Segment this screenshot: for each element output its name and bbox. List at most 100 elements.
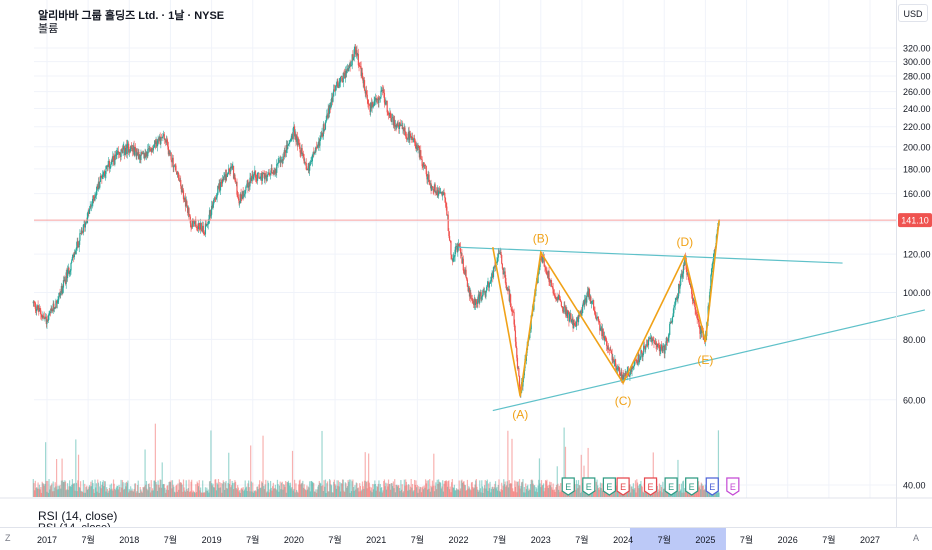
volume-bar — [107, 492, 109, 497]
candle-body — [416, 145, 418, 150]
earnings-marker-7[interactable] — [705, 477, 719, 496]
candle-body — [53, 303, 55, 309]
earnings-marker-3[interactable] — [616, 477, 630, 496]
volume-bar — [167, 485, 169, 497]
volume-bar — [327, 491, 329, 497]
volume-bar — [236, 489, 238, 497]
candle-body — [598, 321, 600, 322]
volume-bar — [657, 492, 659, 497]
volume-bar — [199, 490, 201, 497]
candle-body — [225, 174, 227, 181]
earnings-marker-5[interactable] — [664, 477, 678, 496]
candle-body — [472, 299, 474, 302]
candle-body — [354, 46, 356, 50]
volume-bar — [362, 486, 364, 497]
candle-body — [589, 296, 591, 300]
volume-bar — [102, 480, 104, 497]
candle-body — [158, 139, 160, 141]
volume-bar — [165, 492, 167, 497]
volume-bar — [153, 480, 155, 497]
elliott-wave-line[interactable] — [492, 220, 720, 397]
volume-bar — [206, 487, 208, 497]
volume-bar — [432, 485, 434, 497]
volume-bar — [116, 485, 118, 497]
candle-body — [74, 252, 76, 255]
volume-bar — [108, 490, 110, 497]
candle-body — [230, 166, 233, 169]
candle-body — [641, 350, 643, 354]
zoom-toggle-left[interactable]: Z — [5, 533, 11, 543]
auto-scale-toggle[interactable]: A — [913, 533, 920, 543]
volume-bar — [472, 486, 474, 497]
volume-bar — [49, 486, 52, 497]
volume-bar — [385, 482, 387, 497]
volume-bar — [343, 490, 345, 497]
volume-bar — [196, 481, 198, 497]
currency-button[interactable]: USD — [898, 4, 928, 22]
volume-bar — [616, 488, 618, 497]
earnings-marker-6[interactable] — [685, 477, 699, 496]
volume-bar — [346, 487, 348, 497]
candle-body — [288, 142, 290, 145]
candle-body — [192, 219, 194, 222]
candle-body — [652, 339, 654, 341]
volume-bar — [178, 479, 180, 497]
candle-body — [125, 144, 127, 152]
candle-body — [454, 249, 456, 257]
volume-bar — [575, 489, 577, 497]
volume-bar — [160, 487, 163, 497]
candle-body — [174, 165, 176, 167]
candle-body — [280, 159, 282, 163]
volume-bar — [277, 484, 279, 497]
volume-bar — [490, 488, 493, 497]
candle-body — [422, 162, 425, 167]
volume-bar — [464, 485, 466, 497]
trendline-0[interactable] — [458, 246, 843, 264]
candle-body — [558, 295, 560, 300]
earnings-marker-1[interactable] — [582, 477, 596, 496]
candle-body — [317, 141, 320, 146]
volume-bar — [626, 492, 628, 497]
candle-body — [336, 80, 338, 86]
volume-bar — [252, 482, 254, 497]
candle-body — [510, 294, 512, 307]
volume-bar — [127, 480, 129, 497]
volume-bar — [154, 423, 156, 497]
candle-body — [97, 181, 100, 190]
earnings-marker-8[interactable] — [726, 477, 740, 496]
candle-body — [385, 101, 387, 105]
earnings-marker-0[interactable] — [561, 477, 575, 496]
symbol-title[interactable]: 알리바바 그룹 홀딩즈 Ltd. · 1날 · NYSE — [38, 10, 225, 22]
volume-label[interactable]: 볼륨 — [38, 23, 59, 35]
candle-body — [86, 213, 89, 224]
candle-body — [62, 280, 65, 288]
earnings-marker-2[interactable] — [602, 477, 616, 496]
volume-bar — [526, 486, 528, 497]
volume-bar — [302, 480, 304, 497]
volume-bar — [92, 483, 94, 497]
candle-body — [383, 89, 385, 93]
candle-body — [659, 350, 661, 352]
candle-body — [106, 165, 108, 167]
earnings-marker-4[interactable] — [643, 477, 658, 496]
candle-body — [656, 344, 658, 348]
candle-body — [651, 339, 654, 342]
rsi-indicator-label[interactable]: RSI (14, close) — [38, 509, 118, 523]
volume-bar — [325, 492, 327, 497]
candle-body — [351, 54, 353, 66]
candle-body — [250, 177, 252, 181]
candle-body — [391, 117, 393, 122]
volume-bar — [311, 482, 314, 497]
candle-body — [601, 328, 604, 337]
candle-body — [381, 89, 383, 91]
volume-bar — [285, 480, 287, 497]
volume-bar — [630, 492, 632, 497]
candle-body — [71, 256, 73, 261]
candle-body — [648, 337, 650, 340]
volume-bar — [717, 492, 719, 497]
volume-bar — [255, 491, 257, 497]
volume-bar — [570, 492, 572, 497]
candle-body — [640, 350, 642, 359]
trendline-1[interactable] — [492, 309, 926, 412]
